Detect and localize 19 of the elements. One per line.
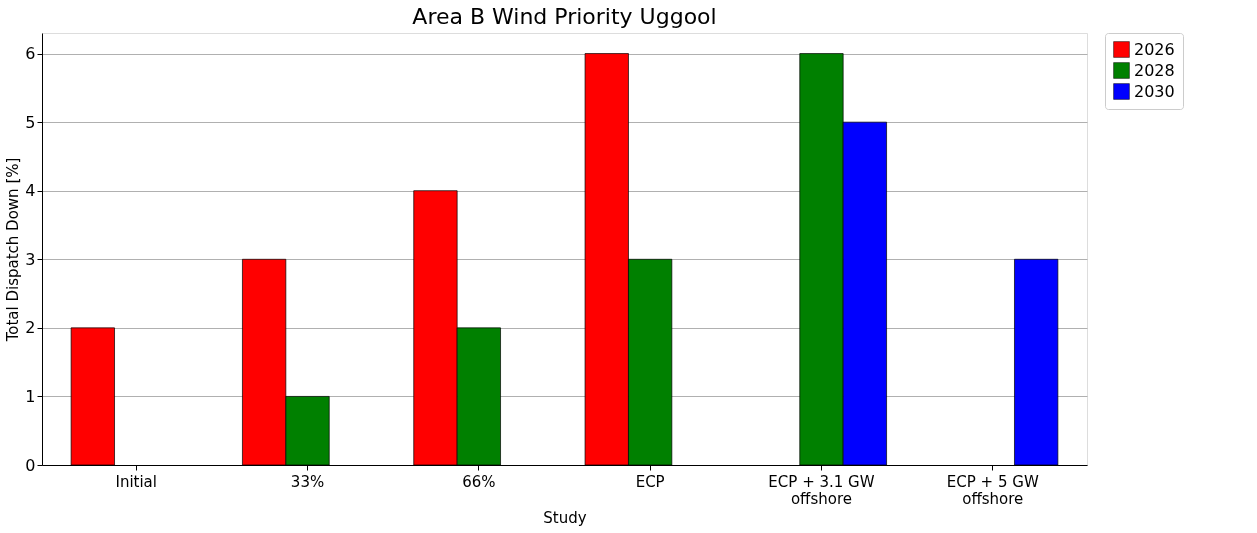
y-tick-label: 1 (25, 386, 36, 406)
y-tick-label: 2 (25, 318, 36, 338)
y-tick-label: 3 (25, 249, 36, 269)
legend-label: 2030 (1134, 81, 1175, 101)
x-tick-label: ECP + 3.1 GW offshore (768, 472, 875, 508)
legend-label: 2028 (1134, 60, 1175, 80)
y-axis-title: Total Dispatch Down [%] (4, 157, 23, 343)
x-tick-label: ECP + 5 GW offshore (946, 472, 1039, 508)
x-tick-label: 33% (290, 472, 325, 491)
x-tick-label: Initial (115, 472, 157, 491)
chart-title: Area B Wind Priority Uggool (412, 3, 717, 29)
x-tick-label: 66% (462, 472, 496, 491)
y-tick-label: 4 (25, 181, 36, 201)
x-axis-title: Study (543, 508, 587, 527)
y-tick-label: 6 (25, 44, 36, 64)
legend-label: 2026 (1134, 39, 1175, 59)
y-tick-label: 5 (25, 112, 36, 132)
x-tick-label: ECP (635, 472, 665, 491)
y-tick-label: 0 (25, 455, 36, 475)
